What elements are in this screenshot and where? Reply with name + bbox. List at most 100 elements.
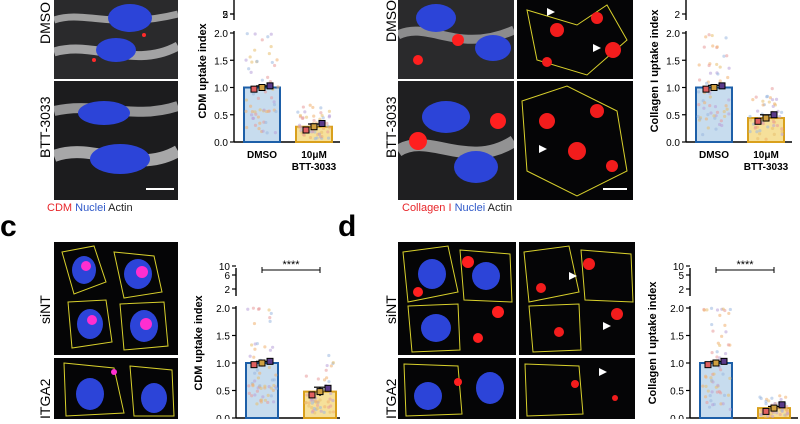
legend-a-label-1: CDM	[47, 202, 73, 214]
data-point	[758, 129, 762, 133]
data-point	[252, 355, 256, 359]
replicate-marker	[266, 357, 274, 365]
data-point	[780, 129, 784, 134]
data-point	[758, 412, 762, 417]
data-point	[261, 129, 265, 133]
data-point	[716, 383, 720, 388]
data-point	[273, 131, 278, 135]
data-point	[269, 96, 274, 100]
data-point	[256, 376, 261, 380]
replicate-marker	[324, 384, 332, 392]
data-point	[766, 125, 770, 129]
y-tick-label: 1.5	[214, 56, 228, 67]
data-point	[263, 345, 267, 349]
y-tick-label: 1.0	[670, 359, 684, 370]
data-point	[708, 104, 712, 108]
y-tick-label-upper: 10	[673, 262, 685, 273]
bar	[699, 362, 733, 419]
data-point	[716, 341, 720, 345]
data-point	[751, 98, 755, 102]
data-point	[263, 398, 267, 402]
data-point	[310, 130, 314, 134]
data-point	[715, 308, 720, 312]
row-label-d-itga2: ITGA2	[383, 378, 399, 419]
data-point	[710, 322, 714, 327]
data-point	[303, 110, 307, 114]
micrograph-d-sint-merge	[398, 242, 516, 355]
data-point	[707, 33, 711, 37]
data-point	[315, 403, 320, 407]
micrograph-d-sint-collagen	[519, 242, 635, 355]
data-point	[711, 403, 715, 407]
data-point	[253, 379, 257, 383]
data-point	[707, 405, 712, 409]
y-tick-label: 1.0	[216, 359, 230, 370]
data-point	[727, 112, 731, 116]
micrograph-a-dmso	[54, 0, 178, 79]
data-point	[251, 116, 255, 120]
data-point	[319, 106, 323, 110]
data-point	[258, 384, 262, 388]
data-point	[269, 311, 273, 316]
data-point	[266, 400, 270, 405]
data-point	[255, 342, 259, 346]
data-point	[696, 114, 700, 119]
data-point	[771, 414, 775, 419]
data-point	[255, 389, 260, 393]
y-tick-label: 0.0	[670, 414, 684, 419]
data-point	[728, 376, 732, 380]
data-point	[274, 387, 278, 391]
data-point	[327, 380, 331, 384]
data-point	[305, 393, 309, 397]
data-point	[316, 377, 320, 381]
replicate-marker	[308, 391, 316, 399]
data-point	[320, 134, 324, 139]
data-point	[266, 393, 270, 397]
row-label-b-dmso: DMSO	[383, 0, 399, 42]
data-point	[267, 365, 271, 370]
data-point	[778, 115, 782, 119]
micrograph-b-btt-merge	[398, 81, 514, 200]
data-point	[327, 109, 332, 113]
chart-a: 0.0 0.5 1.0 1.5 2.0 2 5 CDM uptake index DMSO 10μ…	[180, 0, 340, 185]
data-point	[256, 115, 260, 119]
data-point	[268, 319, 272, 323]
legend-b: Collagen I Nuclei Actin	[402, 202, 512, 214]
data-point	[709, 111, 713, 115]
data-point	[264, 109, 269, 114]
data-point	[265, 131, 269, 135]
data-point	[697, 78, 702, 82]
y-axis-label: CDM uptake index	[197, 22, 209, 118]
data-point	[245, 125, 249, 130]
data-point	[253, 347, 257, 351]
data-point	[779, 110, 784, 114]
data-point	[786, 412, 790, 416]
chart-svg: 0.0 0.5 1.0 1.5 2.0 2 Collagen I uptake index D…	[649, 0, 792, 173]
data-point	[722, 54, 726, 58]
data-point	[775, 411, 779, 415]
data-point	[322, 410, 326, 414]
data-point	[253, 48, 257, 52]
data-point	[714, 127, 718, 131]
data-point	[272, 100, 276, 104]
data-point	[723, 351, 728, 356]
data-point	[274, 373, 278, 377]
data-point	[247, 391, 251, 395]
data-point	[318, 405, 322, 410]
replicate-marker	[720, 357, 728, 365]
replicate-marker	[702, 85, 710, 93]
legend-a-label-2: Nuclei	[75, 202, 106, 214]
data-point	[269, 394, 273, 398]
data-point	[784, 395, 788, 399]
row-label-b-btt: BTT-3033	[383, 96, 399, 158]
data-point	[709, 399, 713, 403]
data-point	[256, 96, 261, 101]
data-point	[269, 44, 273, 49]
data-point	[698, 117, 702, 121]
data-point	[764, 137, 768, 141]
data-point	[726, 343, 731, 347]
data-point	[258, 371, 262, 375]
replicate-marker	[250, 361, 258, 369]
data-point	[710, 378, 714, 382]
data-point	[312, 114, 316, 118]
